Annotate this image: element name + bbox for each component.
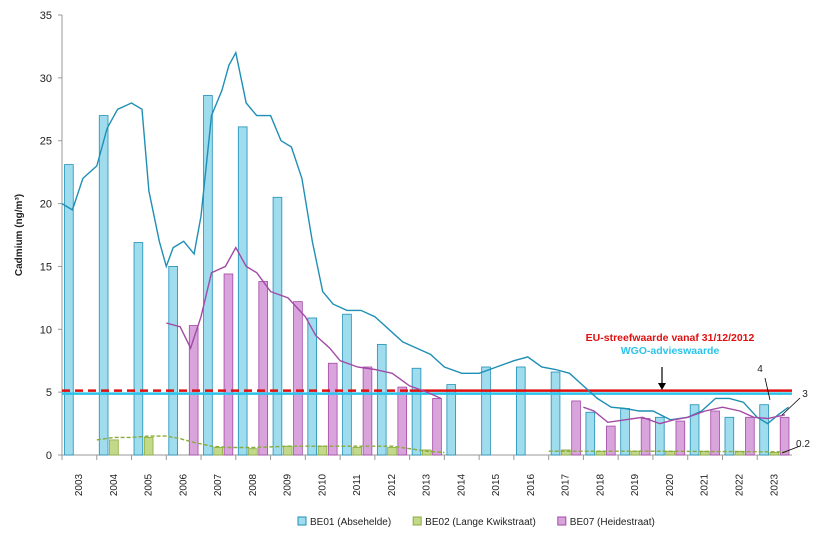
legend-swatch [412, 516, 422, 526]
bar [98, 115, 109, 456]
bar [397, 386, 408, 456]
reference-label: WGO-advieswaarde [621, 345, 720, 357]
annotation: 3 [802, 389, 808, 400]
bar [446, 384, 457, 456]
bar [282, 445, 293, 456]
bar [571, 400, 581, 456]
x-tick-label: 2011 [352, 474, 363, 496]
bar [640, 418, 651, 456]
bar [561, 449, 571, 456]
bar [203, 95, 213, 456]
x-tick-label: 2012 [387, 473, 398, 496]
bar [769, 452, 780, 456]
y-tick-label: 25 [40, 136, 52, 148]
bar [376, 343, 387, 456]
legend-swatch [557, 516, 567, 526]
bar [352, 447, 363, 456]
bar [734, 450, 745, 456]
bar [759, 404, 769, 456]
bar [421, 449, 432, 456]
bar [272, 196, 283, 456]
bar [779, 416, 790, 456]
x-tick-label: 2021 [700, 473, 711, 496]
annotation-leader [781, 445, 801, 454]
bar [481, 366, 491, 456]
annotation: 0.2 [796, 439, 810, 450]
bar [675, 420, 686, 456]
bar [327, 362, 338, 456]
bar [317, 445, 328, 456]
bar [606, 425, 616, 456]
bar [411, 367, 422, 456]
legend-swatch [297, 516, 307, 526]
x-tick-label: 2010 [317, 473, 328, 496]
legend-label: BE07 (Heidestraat) [570, 517, 655, 528]
bar [432, 398, 442, 456]
y-tick-label: 35 [40, 10, 52, 22]
legend-label: BE02 (Lange Kwikstraat) [425, 517, 536, 528]
bar [213, 447, 223, 456]
legend-label: BE01 (Absehelde) [310, 517, 391, 528]
y-tick-label: 30 [40, 73, 52, 85]
bar [248, 448, 258, 456]
x-tick-label: 2020 [665, 473, 676, 496]
bar [362, 366, 373, 456]
bar [745, 416, 755, 456]
x-tick-label: 2004 [109, 473, 120, 496]
annotation-leader [781, 397, 801, 416]
bar [342, 313, 352, 456]
x-tick-label: 2013 [422, 473, 433, 496]
bar [293, 301, 303, 456]
bar [307, 317, 317, 456]
bar [143, 436, 154, 456]
trend-line [166, 246, 786, 425]
bar [710, 410, 720, 456]
x-tick-label: 2007 [213, 473, 224, 496]
bar [237, 126, 248, 456]
x-tick-label: 2005 [144, 473, 155, 496]
y-tick-label: 15 [40, 261, 52, 273]
x-tick-label: 2008 [248, 473, 259, 496]
bar [724, 416, 735, 456]
x-tick-label: 2015 [491, 473, 502, 496]
trend-line [96, 435, 789, 454]
bar [258, 281, 268, 456]
x-tick-label: 2023 [769, 473, 780, 496]
x-tick-label: 2019 [630, 473, 641, 496]
y-axis-label: Cadmium (ng/m³) [14, 194, 25, 276]
annotation-leader [764, 377, 771, 401]
x-tick-label: 2016 [526, 473, 537, 496]
x-tick-label: 2017 [561, 473, 572, 496]
y-tick-label: 5 [46, 387, 52, 399]
y-tick-label: 10 [40, 324, 52, 336]
trend-line [61, 50, 789, 425]
x-tick-label: 2003 [74, 473, 85, 496]
bar [585, 411, 596, 456]
y-tick-label: 20 [40, 199, 52, 211]
bar [64, 164, 74, 456]
bar [168, 266, 178, 456]
x-tick-label: 2014 [456, 473, 467, 496]
x-tick-label: 2009 [283, 473, 294, 496]
arrow-head [658, 383, 666, 390]
x-tick-label: 2018 [595, 473, 606, 496]
bar [689, 404, 700, 456]
bar [655, 416, 665, 456]
bar [109, 439, 119, 456]
annotation: 4 [757, 364, 763, 375]
bar [387, 447, 397, 456]
x-tick-label: 2022 [734, 473, 745, 496]
bar [550, 371, 561, 456]
bar [133, 242, 144, 456]
x-tick-label: 2006 [178, 473, 189, 496]
bar [620, 408, 630, 456]
reference-label: EU-streefwaarde vanaf 31/12/2012 [586, 332, 755, 344]
y-tick-label: 0 [46, 450, 52, 462]
bar [516, 366, 526, 456]
bar [223, 273, 234, 456]
